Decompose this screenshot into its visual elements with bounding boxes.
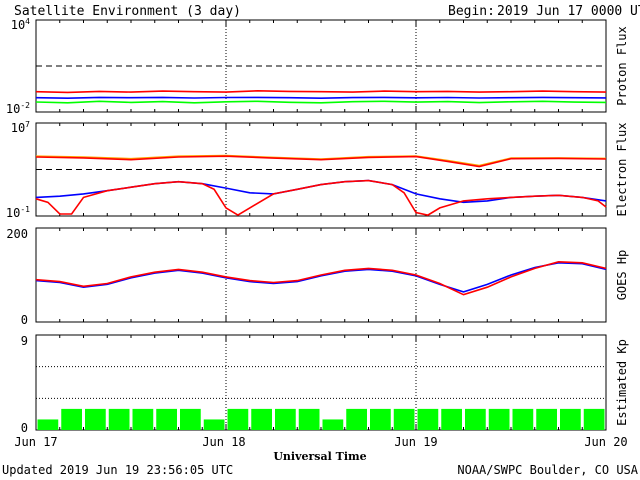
x-tick-label: Jun 20 [584,435,627,449]
kp-bar [346,408,367,430]
x-tick-label: Jun 19 [394,435,437,449]
kp-bar [132,408,154,430]
kp-bar [393,408,415,430]
kp-bar [37,419,59,430]
y-tick-label: 10-2 [6,101,30,116]
kp-bar [203,419,225,430]
kp-bar [298,408,320,430]
kp-bar [465,408,486,430]
series-line-red [35,179,607,217]
begin-label: Begin: [448,4,495,19]
kp-bar [488,408,510,430]
kp-bar [251,408,272,430]
kp-bar [512,408,534,430]
y-tick-label: 0 [21,421,28,435]
kp-bar [275,408,296,430]
series-line-blue [35,261,607,293]
series-line-blue [35,96,607,100]
kp-bar [583,408,605,430]
y-axis-label: GOES Hp [615,250,629,301]
panel-goes_hp: GOES Hp 200 0 [6,227,629,327]
kp-bar [156,408,177,430]
kp-bar [61,408,82,430]
begin-value: 2019 Jun 17 0000 UTC [497,4,640,19]
kp-bar [441,408,462,430]
y-tick-label: 10-1 [6,205,30,220]
y-axis-label: Proton Flux [615,26,629,105]
kp-bar [322,419,344,430]
series-line-red [35,155,607,168]
y-tick-label: 104 [11,17,30,32]
updated-timestamp: Updated 2019 Jun 19 23:56:05 UTC [2,463,233,477]
chart-title: Satellite Environment (3 day) [14,4,241,19]
y-tick-label: 0 [21,313,28,327]
y-axis-label: Electron Flux [615,123,629,217]
panel-proton: Proton Flux [35,19,629,113]
x-tick-label: Jun 17 [14,435,57,449]
panels: Proton Flux 104 10-2 Electron Flux 107 10-1 GO… [6,17,629,435]
kp-bar [417,408,439,430]
credit-text: NOAA/SWPC Boulder, CO USA [457,463,638,477]
kp-bar [560,408,581,430]
kp-bar [536,408,557,430]
panel-kp: Estimated Kp 9 0 [21,334,629,435]
kp-bar [180,408,201,430]
y-tick-label: 9 [21,334,28,348]
series-line-red [35,260,607,296]
x-tick-label: Jun 18 [202,435,245,449]
y-tick-label: 107 [11,120,30,135]
series-line-red [35,89,607,94]
panel-electron: Electron Flux [35,122,629,217]
kp-bar [108,408,130,430]
y-axis-label: Estimated Kp [615,339,629,426]
kp-bar [227,408,249,430]
kp-bar [370,408,391,430]
y-tick-label: 200 [6,227,28,241]
x-axis-label: Universal Time [273,450,366,463]
series-line-green [35,100,607,104]
kp-bar [85,408,106,430]
